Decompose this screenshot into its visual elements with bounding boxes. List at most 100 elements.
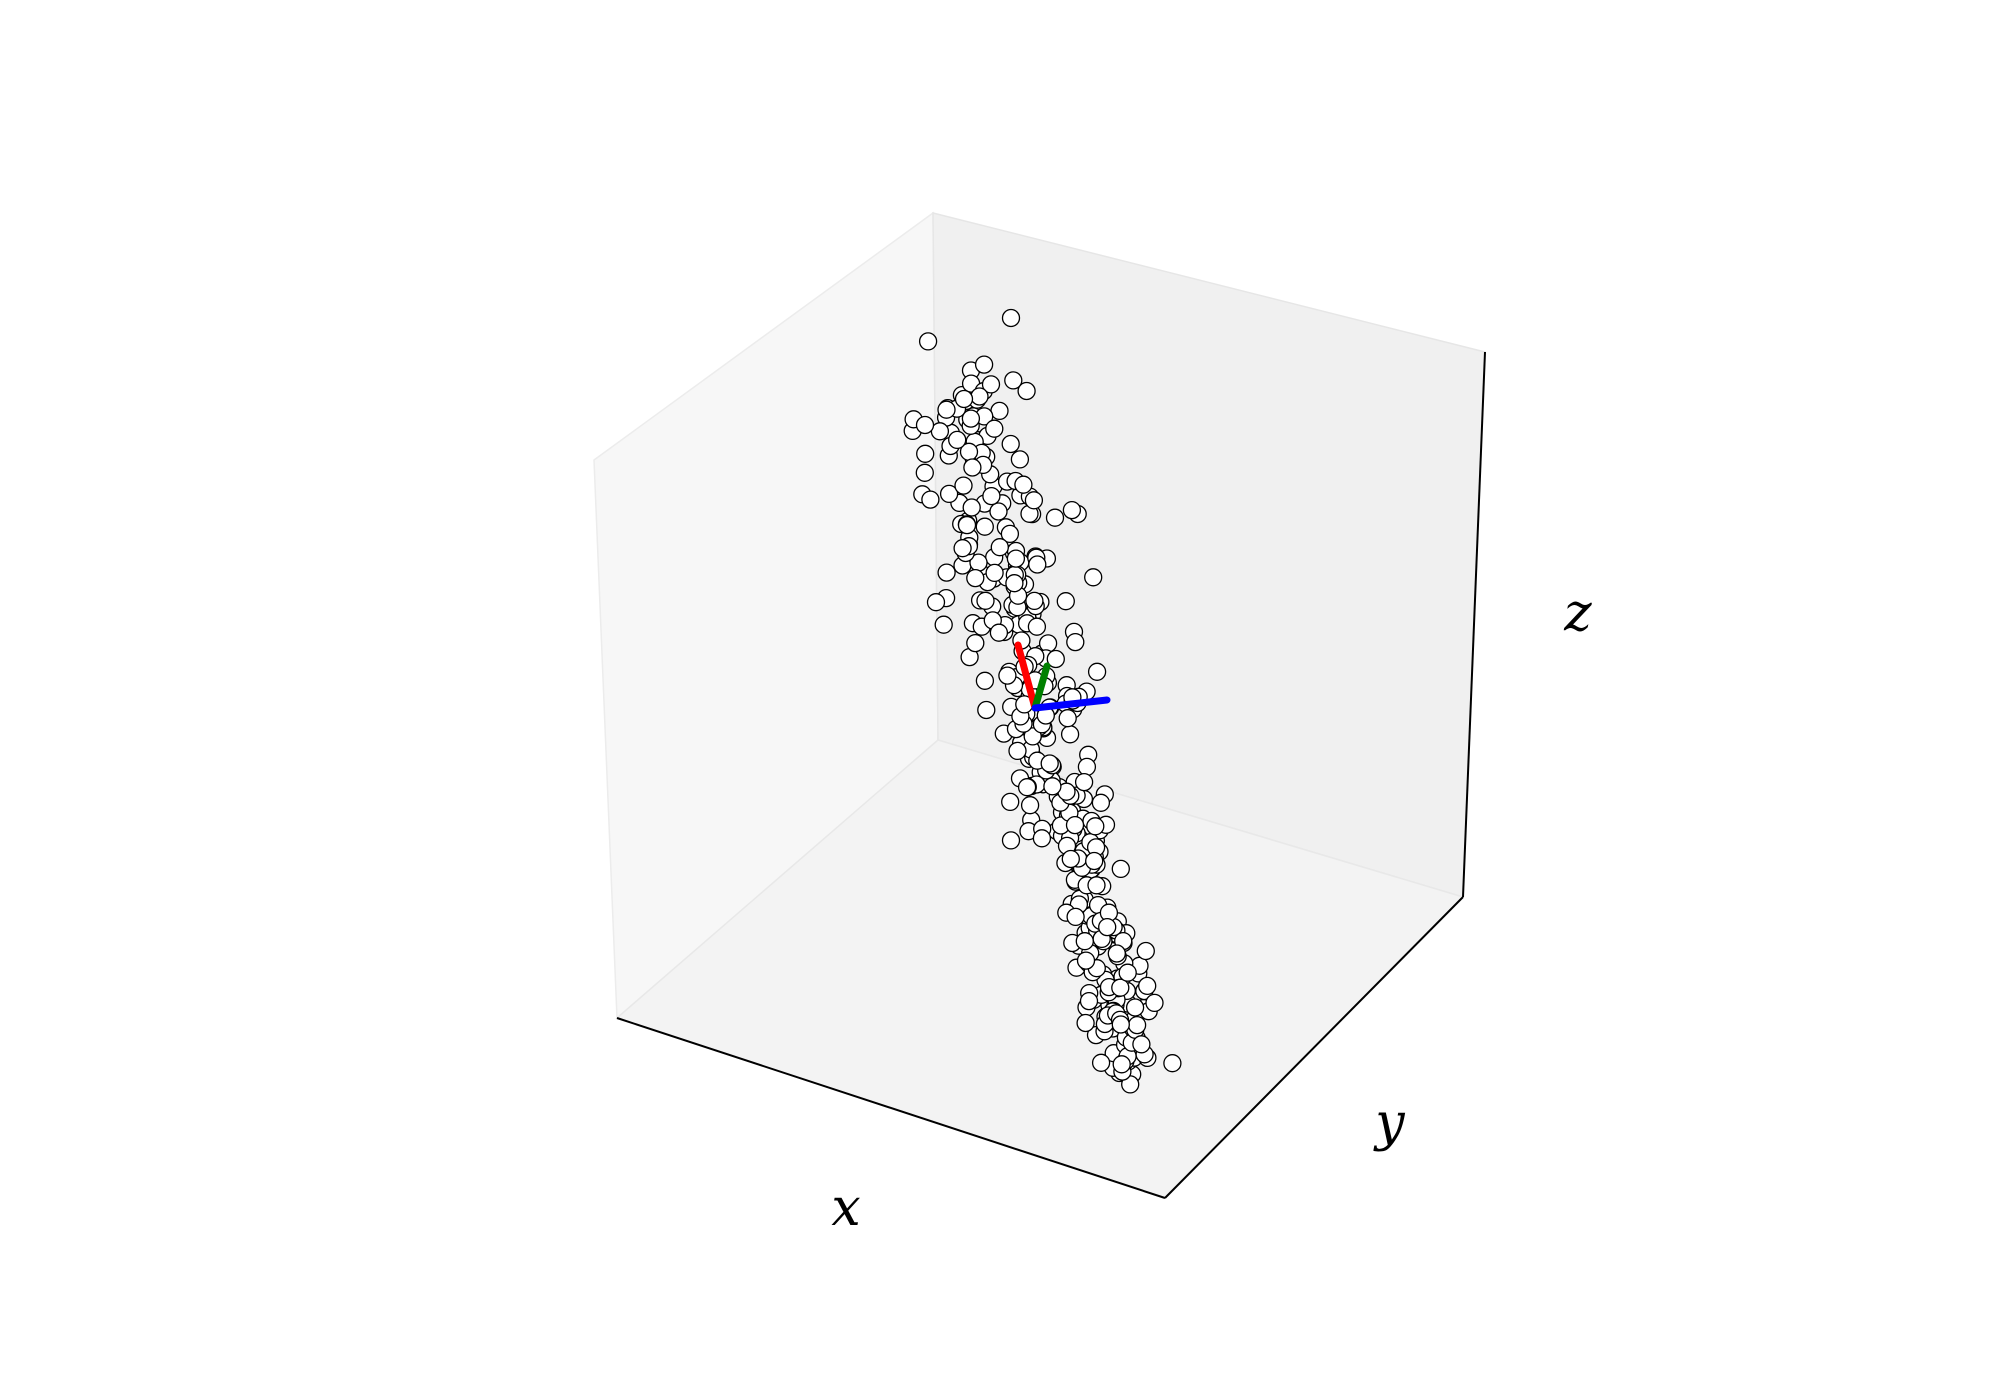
scatter-point (975, 671, 995, 690)
scatter-point (1091, 1053, 1111, 1072)
scatter-point (1045, 508, 1065, 527)
scatter-point (1163, 1054, 1182, 1073)
scatter-point (989, 502, 1008, 521)
scatter-point (985, 563, 1004, 583)
scatter-point (1058, 709, 1077, 728)
scatter-point (1027, 617, 1047, 636)
scatter-point (1098, 917, 1117, 937)
scatter-point (1091, 793, 1111, 812)
scatter-point (990, 401, 1009, 421)
scatter-point (961, 409, 981, 428)
scatter-point (966, 568, 985, 588)
scatter-point (939, 484, 959, 504)
scatter-point (1087, 662, 1107, 681)
scatter-point (915, 415, 935, 435)
scatter-point (1127, 1015, 1147, 1035)
scatter-point (989, 623, 1009, 642)
scatter-point (1001, 434, 1020, 454)
scatter-point (1111, 1015, 1130, 1034)
scatter-point (1020, 796, 1040, 815)
scatter-point (1066, 632, 1085, 652)
scatter-point (916, 444, 935, 463)
scatter-point (1032, 829, 1052, 848)
scatter-point (1001, 831, 1021, 850)
scatter-point (1028, 555, 1047, 574)
scatter-point (1136, 941, 1155, 961)
scatter-point (1060, 725, 1080, 744)
scatter-point (915, 463, 934, 482)
scatter-point (948, 430, 967, 450)
scatter-point (1111, 859, 1130, 879)
scatter-point (1138, 976, 1157, 996)
scatter-point (926, 593, 946, 612)
scatter-point (1112, 1055, 1131, 1074)
scatter-point (957, 515, 977, 535)
scatter-point (1038, 634, 1058, 653)
scatter-point (921, 490, 940, 509)
scatter-point (1017, 778, 1037, 797)
scatter-point (1132, 1035, 1151, 1054)
x-axis-line (616, 1017, 1166, 1199)
scatter-point (937, 563, 956, 582)
scatter-point (1000, 524, 1020, 544)
scatter-point (963, 458, 982, 477)
scatter-point (1079, 991, 1099, 1011)
scatter-point (1040, 754, 1059, 773)
scatter-point (1065, 815, 1085, 835)
scatter-point (918, 332, 938, 351)
scatter-point (1014, 475, 1033, 494)
scatter-point (1006, 549, 1026, 568)
scatter-point (1074, 772, 1094, 792)
scatter-point (934, 615, 953, 634)
scatter-point (1066, 907, 1085, 927)
scatter-point (1125, 998, 1145, 1017)
scatter-point (1076, 1013, 1095, 1033)
scatter-point (1086, 817, 1105, 836)
scatter-point (1087, 876, 1106, 895)
z-axis-line (1462, 351, 1486, 898)
scatter-point (1077, 757, 1097, 777)
principal-axes (1014, 641, 1111, 712)
principal-axis-2 (1031, 662, 1051, 712)
scatter-point (1043, 777, 1062, 796)
scatter-point (1008, 741, 1027, 761)
y-axis-line (1164, 896, 1464, 1199)
scatter-point (1076, 951, 1096, 970)
scatter-point (990, 538, 1009, 557)
scatter-point (937, 400, 956, 419)
scatter-point (1118, 963, 1137, 982)
scatter-point (1111, 978, 1130, 997)
scatter-point (1024, 491, 1044, 510)
scatter-point (954, 389, 974, 409)
scatter-point (976, 591, 995, 610)
principal-axis-3 (1031, 696, 1111, 712)
scatter-point (974, 355, 994, 374)
scatter-point (981, 375, 1001, 394)
scatter-point (1145, 993, 1164, 1013)
scatter-points (903, 308, 1182, 1094)
scatter-point (953, 539, 972, 558)
scatter-point (1085, 851, 1104, 871)
scatter-point (962, 498, 981, 517)
z-axis-label: z (1563, 583, 1592, 643)
y-axis-label: y (1373, 1093, 1405, 1153)
scatter-point (1061, 849, 1080, 869)
scatter-point (1005, 574, 1024, 593)
x-axis-label: x (831, 1178, 860, 1238)
scatter-point (1025, 591, 1044, 611)
scatter-point (1017, 381, 1036, 401)
scatter-point (1084, 568, 1103, 587)
scatter-point (975, 517, 994, 536)
scatter-point (1001, 308, 1021, 328)
scatter-point (1010, 450, 1030, 469)
scatter-point (970, 387, 989, 406)
scatter-point (1046, 649, 1065, 669)
scatter-point (1062, 500, 1082, 520)
scatter-point (1056, 592, 1075, 611)
scatter-point (1001, 792, 1020, 812)
scatter-point (982, 486, 1001, 506)
scatter-point (1107, 944, 1126, 963)
principal-axis-1 (1014, 641, 1039, 712)
scatter-point (998, 666, 1017, 685)
